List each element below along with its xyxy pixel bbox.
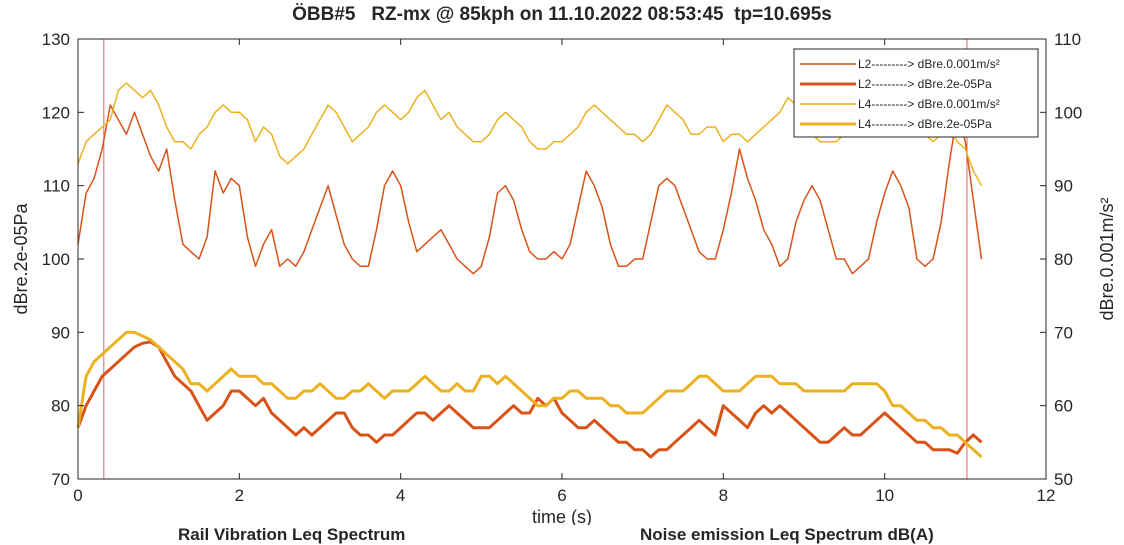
noise-emission-caption: Noise emission Leq Spectrum dB(A) (640, 525, 934, 544)
series-line-1 (77, 104, 983, 275)
legend: L2---------> dBre.0.001m/s² L2---------> … (793, 48, 1039, 138)
chart-title: ÖBB#5 RZ-mx @ 85kph on 11.10.2022 08:53:… (292, 4, 832, 25)
y-left-tick-label: 70 (51, 470, 70, 489)
series-lines (76, 82, 983, 459)
y-right-tick-label: 80 (1054, 250, 1073, 269)
legend-entry: L2---------> dBre.2e-05Pa (858, 77, 992, 91)
series-line-3 (77, 82, 983, 187)
tick-labels: 0 2 4 6 8 10 12 70 80 90 100 110 120 130 50 60 70 80 90 100… (42, 30, 1083, 505)
x-tick-label: 12 (1037, 486, 1056, 505)
rail-vibration-caption: Rail Vibration Leq Spectrum (178, 525, 406, 544)
y-left-tick-label: 120 (42, 103, 70, 122)
y-right-tick-label: 60 (1054, 397, 1073, 416)
legend-entry: L4---------> dBre.0.001m/s² (858, 97, 1000, 111)
x-tick-label: 8 (719, 486, 728, 505)
y-right-tick-label: 50 (1054, 470, 1073, 489)
line-chart: 0 2 4 6 8 10 12 70 80 90 100 110 120 130 50 60 70 80 90 100… (11, 30, 1117, 525)
y-right-tick-label: 110 (1054, 30, 1081, 49)
x-axis-label: time (s) (532, 507, 592, 525)
x-tick-label: 10 (875, 486, 894, 505)
y-axis-left-label: dBre.2e-05Pa (11, 202, 31, 314)
y-left-tick-label: 110 (43, 177, 70, 196)
y-left-tick-label: 90 (51, 323, 70, 342)
tick-marks (77, 38, 1047, 480)
legend-entry: L2---------> dBre.0.001m/s² (858, 57, 1000, 71)
x-tick-label: 2 (235, 486, 244, 505)
y-left-tick-label: 80 (51, 397, 70, 416)
x-tick-label: 0 (73, 486, 82, 505)
y-left-tick-label: 130 (42, 30, 70, 49)
legend-entry: L4---------> dBre.2e-05Pa (858, 117, 992, 131)
series-line-2 (76, 340, 983, 459)
y-right-tick-label: 90 (1054, 177, 1073, 196)
x-tick-label: 4 (396, 486, 405, 505)
y-axis-right-label: dBre.0.001m/s² (1097, 197, 1117, 320)
y-right-tick-label: 70 (1054, 323, 1073, 342)
x-tick-label: 6 (557, 486, 566, 505)
y-right-tick-label: 100 (1054, 103, 1082, 122)
series-line-4 (76, 330, 983, 459)
y-left-tick-label: 100 (42, 250, 70, 269)
